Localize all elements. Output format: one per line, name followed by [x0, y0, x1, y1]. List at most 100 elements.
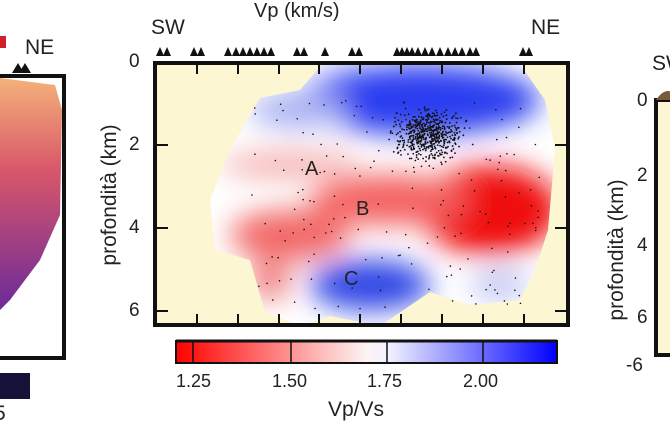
- hypocenter: [432, 167, 435, 170]
- hypocenter: [409, 127, 412, 130]
- hypocenter: [373, 160, 375, 162]
- station-triangle: [408, 47, 416, 56]
- hypocenter: [293, 208, 296, 211]
- hypocenter: [417, 140, 420, 143]
- hypocenter: [437, 140, 440, 143]
- hypocenter: [484, 213, 487, 215]
- hypocenter: [508, 233, 511, 236]
- hypocenter: [439, 127, 442, 129]
- y-axis-label: profondità (km): [98, 124, 121, 266]
- hypocenter: [498, 161, 501, 164]
- hypocenter: [403, 114, 406, 117]
- hypocenter: [412, 207, 414, 209]
- hypocenter: [451, 300, 454, 302]
- hypocenter: [401, 128, 404, 131]
- hypocenter: [443, 226, 446, 229]
- hypocenter: [518, 294, 521, 297]
- hypocenter: [450, 150, 453, 153]
- hypocenter: [271, 256, 273, 258]
- hypocenter: [455, 121, 458, 124]
- hypocenter: [530, 204, 533, 207]
- hypocenter: [485, 288, 487, 291]
- hypocenter: [438, 137, 440, 140]
- hypocenter: [434, 146, 437, 149]
- hypocenter: [411, 129, 414, 132]
- hypocenter: [454, 137, 456, 140]
- hypocenter: [282, 169, 285, 172]
- hypocenter: [432, 156, 435, 159]
- hypocenter: [458, 136, 460, 138]
- hypocenter: [418, 108, 420, 111]
- left-panel-velocity-field: [0, 78, 62, 310]
- hypocenter: [382, 118, 385, 121]
- station-triangle: [451, 47, 459, 56]
- hypocenter: [430, 140, 433, 143]
- hypocenter: [399, 125, 402, 128]
- hypocenter: [454, 126, 457, 129]
- hypocenter: [504, 169, 507, 172]
- hypocenter: [330, 230, 333, 233]
- hypocenter: [442, 115, 445, 118]
- hypocenter: [538, 176, 541, 179]
- hypocenter: [333, 195, 336, 197]
- hypocenter: [411, 148, 413, 151]
- hypocenter: [444, 130, 447, 133]
- hypocenter: [408, 124, 410, 127]
- hypocenter: [391, 170, 394, 172]
- vpvs-field: [210, 64, 555, 326]
- hypocenter: [377, 276, 380, 278]
- right-y-axis-label: profondità (km): [605, 179, 628, 321]
- hypocenter: [397, 254, 400, 257]
- hypocenter: [405, 170, 407, 173]
- hypocenter: [439, 139, 442, 142]
- hypocenter: [424, 160, 427, 163]
- hypocenter: [344, 100, 347, 102]
- hypocenter: [274, 159, 277, 162]
- hypocenter: [454, 235, 456, 237]
- hypocenter: [296, 117, 299, 120]
- hypocenter: [435, 141, 437, 144]
- hypocenter: [403, 128, 406, 131]
- hypocenter: [422, 135, 424, 138]
- hypocenter: [439, 128, 442, 131]
- station-triangle: [300, 47, 308, 56]
- hypocenter: [507, 225, 509, 227]
- hypocenter: [447, 145, 449, 148]
- hypocenter: [433, 156, 436, 159]
- hypocenter: [411, 118, 414, 121]
- hypocenter: [458, 145, 460, 148]
- hypocenter: [431, 138, 433, 141]
- hypocenter: [410, 147, 412, 150]
- hypocenter: [408, 157, 411, 160]
- hypocenter: [432, 132, 435, 135]
- hypocenter: [442, 144, 445, 147]
- station-triangle: [466, 47, 474, 56]
- hypocenter: [440, 113, 443, 115]
- hypocenter: [444, 151, 447, 154]
- right-ytick: 0: [637, 90, 648, 111]
- right-ytick: 4: [637, 235, 648, 256]
- hypocenter: [351, 287, 353, 289]
- hypocenter: [357, 228, 360, 231]
- hypocenter: [500, 179, 503, 182]
- hypocenter: [397, 119, 400, 122]
- hypocenter: [302, 198, 304, 201]
- hypocenter: [394, 120, 397, 123]
- hypocenter: [428, 131, 431, 134]
- hypocenter: [377, 149, 380, 152]
- hypocenter: [442, 133, 445, 136]
- hypocenter: [325, 155, 328, 157]
- station-triangle: [436, 47, 444, 56]
- hypocenter: [399, 113, 402, 116]
- hypocenter: [432, 133, 434, 136]
- hypocenter: [451, 130, 453, 133]
- hypocenter: [412, 166, 415, 169]
- hypocenter: [491, 247, 493, 250]
- hypocenter: [413, 171, 416, 173]
- hypocenter: [534, 229, 537, 232]
- hypocenter: [422, 129, 424, 131]
- hypocenter: [518, 126, 520, 129]
- hypocenter: [428, 115, 431, 117]
- hypocenter: [402, 102, 405, 104]
- hypocenter: [419, 140, 422, 142]
